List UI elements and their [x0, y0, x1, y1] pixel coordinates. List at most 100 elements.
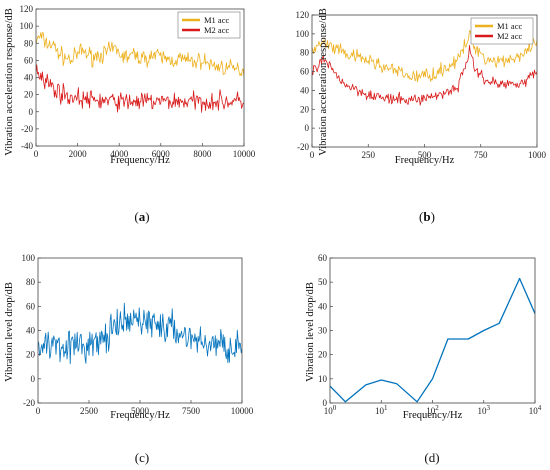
y-tick-label: 30 [318, 326, 328, 336]
x-tick-label: 1000 [528, 150, 547, 160]
y-tick-label: -20 [23, 398, 35, 408]
x-tick-label: 2500 [80, 406, 99, 416]
x-tick-label: 10000 [233, 149, 256, 159]
legend-label: M2 acc [204, 25, 229, 35]
series-line-1 [312, 44, 537, 106]
series-group [38, 302, 242, 365]
y-tick-label: 0 [31, 374, 36, 384]
caption-letter: b [423, 209, 430, 224]
y-tick-label: 120 [20, 4, 34, 14]
x-tick-label: 6000 [152, 149, 171, 159]
legend-box [470, 17, 534, 45]
legend-label: M1 acc [497, 21, 522, 31]
caption-paren-open: ( [424, 450, 428, 465]
panel-caption: (d) [424, 450, 439, 465]
chart-panel-2: 0 2500 5000 7500 10000-20020406080100Frequen… [4, 253, 254, 465]
x-tick-exponent: 0 [333, 404, 337, 412]
y-tick-label: 60 [318, 253, 328, 263]
panel-caption: (a) [134, 209, 149, 224]
y-tick-label: -40 [21, 141, 33, 151]
axes-box [37, 257, 243, 404]
y-tick-label: 80 [300, 48, 310, 58]
chart-panel-3: 100 101 102 103 1040102030405060Frequency/Hz… [305, 253, 542, 465]
chart-panel-1: 0 250 500 750 1000-20020406080100120Frequenc… [296, 8, 547, 224]
series-line-0 [38, 302, 242, 365]
caption-paren-close: ) [145, 450, 149, 465]
y-tick-label: -20 [21, 124, 33, 134]
y-tick-label: 40 [24, 73, 34, 83]
y-tick-label: 0 [29, 107, 34, 117]
x-axis-label: Frequency/Hz [395, 155, 455, 166]
x-tick-exponent: 1 [384, 404, 388, 412]
y-tick-label: 0 [323, 398, 328, 408]
series-group [330, 277, 535, 403]
caption-paren-close: ) [435, 450, 439, 465]
series-line-0 [36, 32, 244, 78]
y-tick-label: 80 [26, 277, 36, 287]
y-axis-label: Vibration level drop/dB [305, 282, 316, 382]
y-tick-label: 40 [26, 326, 36, 336]
legend-box [177, 11, 241, 39]
series-group [312, 30, 537, 106]
panel-caption: (b) [419, 209, 435, 224]
x-axis-label: Frequency/Hz [110, 410, 170, 421]
chart-panel-0: 0 2000 4000 6000 8000 10000 -40 -20 0 20 40 60 80 100… [4, 4, 256, 224]
x-axis-label: Frequency/Hz [110, 155, 170, 166]
y-axis-label: Vibration acceleration response/dB [318, 8, 329, 155]
y-axis-label: Vibration acceleration response/dB [4, 8, 15, 155]
y-tick-label: 20 [300, 104, 310, 114]
series-line-1 [36, 64, 244, 113]
y-tick-label: 60 [26, 301, 36, 311]
y-tick-label: 20 [26, 350, 36, 360]
caption-paren-open: ( [134, 209, 138, 224]
legend-label: M1 acc [204, 15, 229, 25]
y-tick-label: 100 [296, 29, 310, 39]
x-tick-label: 500 [418, 150, 432, 160]
series-group [36, 32, 244, 113]
caption-letter: c [139, 450, 145, 465]
y-tick-label: 60 [24, 55, 34, 65]
caption-paren-open: ( [419, 209, 423, 224]
y-tick-label: 100 [22, 253, 36, 263]
y-tick-label: -20 [297, 142, 309, 152]
x-tick-label: 4000 [110, 149, 129, 159]
y-tick-label: 0 [305, 123, 310, 133]
series-line-0 [330, 277, 535, 403]
y-tick-label: 50 [318, 277, 328, 287]
x-tick-label: 5000 [131, 406, 150, 416]
y-tick-label: 120 [296, 10, 310, 20]
y-tick-label: 10 [318, 374, 328, 384]
x-tick-exponent: 3 [487, 404, 491, 412]
y-tick-label: 100 [20, 21, 34, 31]
x-tick-label: 250 [362, 150, 376, 160]
y-axis-label: Vibration level drop/dB [4, 282, 15, 382]
caption-letter: d [429, 450, 436, 465]
axes-box [329, 257, 536, 404]
x-tick-exponent: 2 [435, 404, 439, 412]
panel-caption: (c) [135, 450, 149, 465]
x-tick-label: 750 [474, 150, 488, 160]
y-tick-label: 40 [318, 301, 328, 311]
x-tick-label: 101 [375, 404, 388, 416]
x-tick-label: 7500 [182, 406, 201, 416]
x-tick-label: 103 [478, 404, 491, 416]
x-tick-label: 0 [36, 406, 41, 416]
caption-letter: a [139, 209, 146, 224]
y-tick-label: 20 [24, 90, 34, 100]
y-tick-label: 40 [300, 85, 310, 95]
y-tick-label: 80 [24, 38, 34, 48]
x-tick-label: 8000 [193, 149, 212, 159]
series-line-0 [312, 30, 537, 83]
y-tick-label: 60 [300, 67, 310, 77]
x-tick-label: 2000 [69, 149, 88, 159]
x-tick-label: 10000 [231, 406, 254, 416]
x-tick-label: 104 [529, 404, 542, 416]
x-tick-label: 0 [34, 149, 39, 159]
x-axis-label: Frequency/Hz [403, 410, 463, 421]
x-tick-exponent: 4 [538, 404, 542, 412]
caption-paren-open: ( [135, 450, 139, 465]
caption-paren-close: ) [431, 209, 435, 224]
legend-label: M2 acc [497, 31, 522, 41]
y-tick-label: 20 [318, 350, 328, 360]
